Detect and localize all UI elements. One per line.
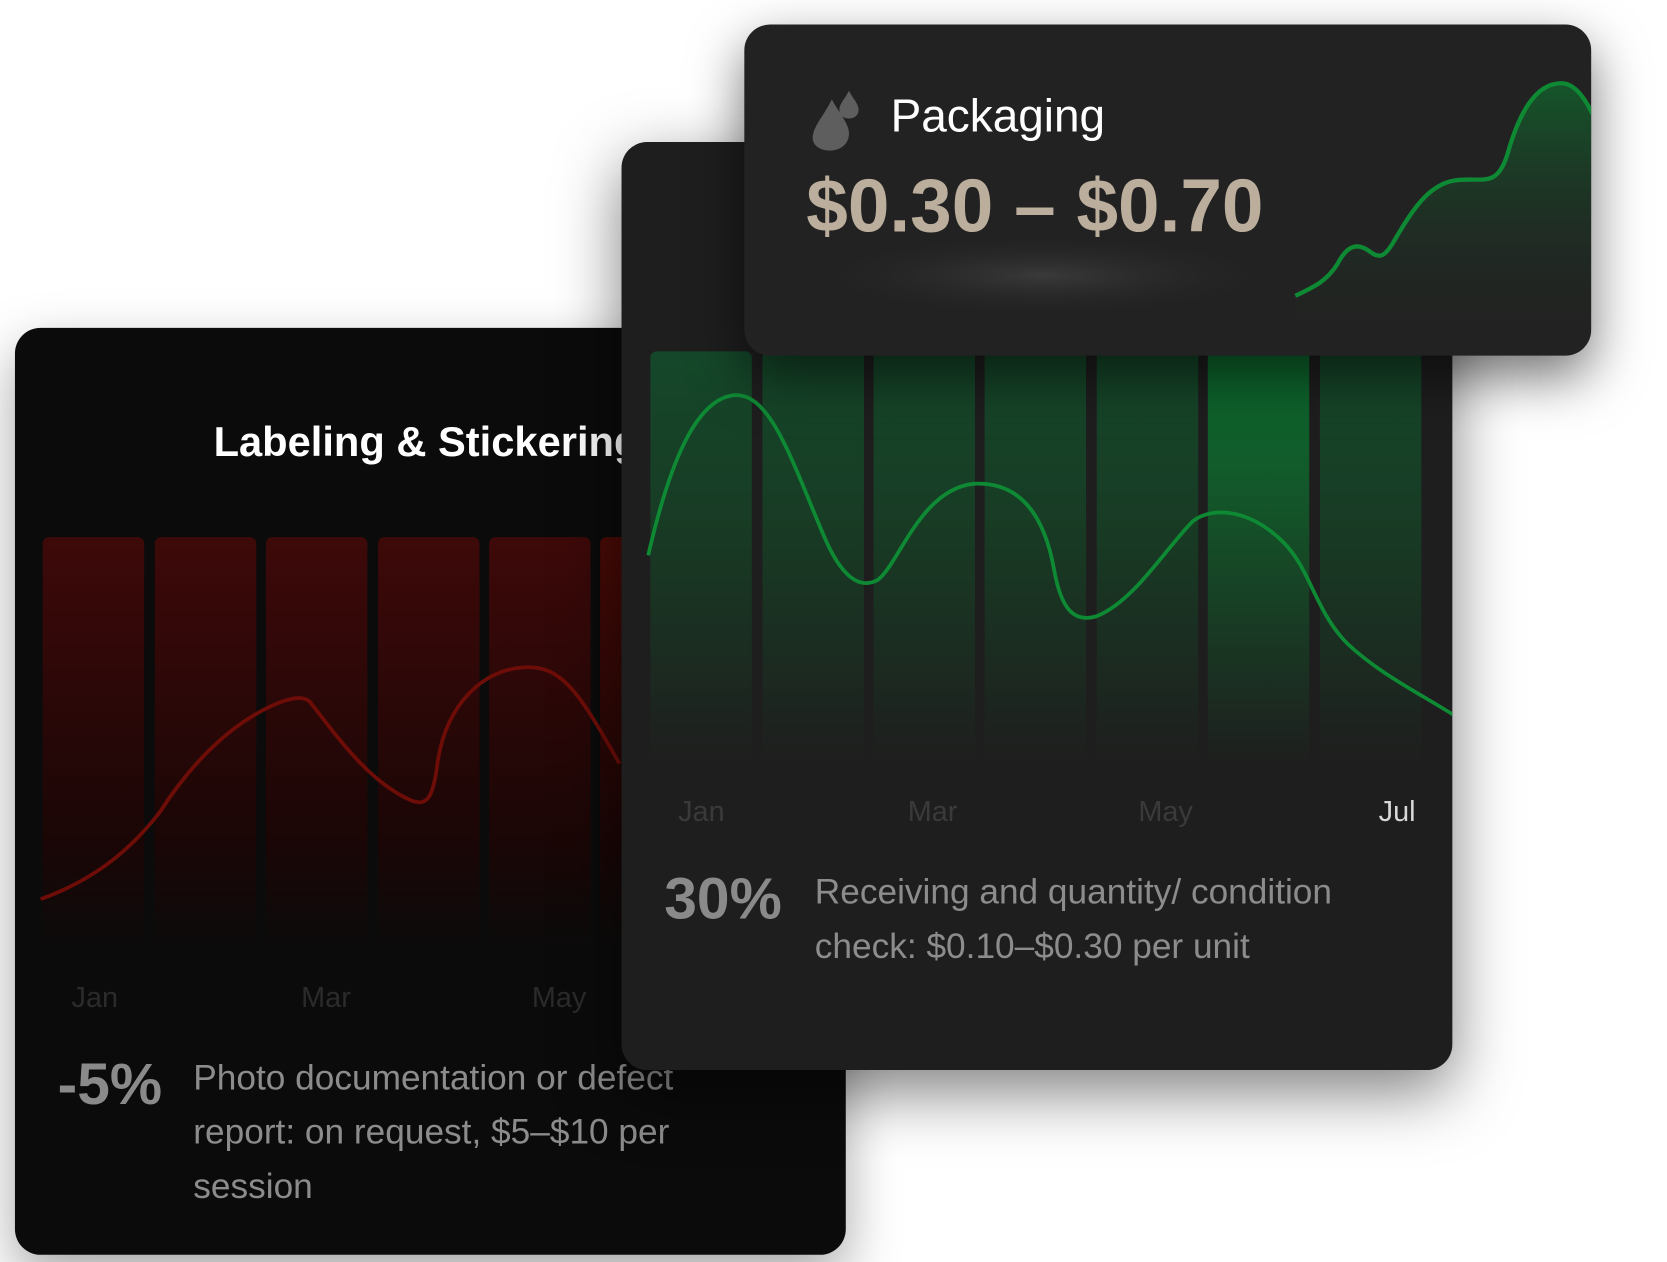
month-label: Mar [907,795,958,828]
droplets-icon [812,90,859,151]
chart-bar [265,537,368,951]
chart-bar [1319,351,1422,764]
chart-bar [378,537,480,951]
description: Receiving and quantity/ condition check:… [814,871,1333,966]
change-value: 30% [664,864,782,932]
chart-bar [873,351,975,764]
month-label: Jul [1378,795,1416,828]
chart-bar [154,537,257,951]
chart-bar [762,351,864,764]
price-range: $0.30 – $0.70 [806,164,1264,248]
chart-bar [650,351,752,764]
trend-line [39,665,622,901]
month-label: Jan [678,795,725,828]
chart-bar [1207,351,1310,764]
chart-bar [489,537,591,951]
card-title: Packaging [890,90,1106,143]
chart-bar [984,351,1087,764]
month-label: Jan [71,981,119,1014]
trend-line [646,393,1453,717]
card-title: Labeling & Stickering [213,419,640,466]
month-label: May [531,981,587,1014]
packaging-card: Packaging $0.30 – $0.70 [744,24,1592,356]
chart-bar [1096,351,1199,764]
chart-bar [42,537,145,951]
description: Photo documentation or defect report: on… [193,1057,674,1206]
month-label: May [1138,795,1193,828]
month-label: Mar [301,981,351,1014]
change-value: -5% [57,1050,163,1118]
sparkline [797,81,1592,356]
